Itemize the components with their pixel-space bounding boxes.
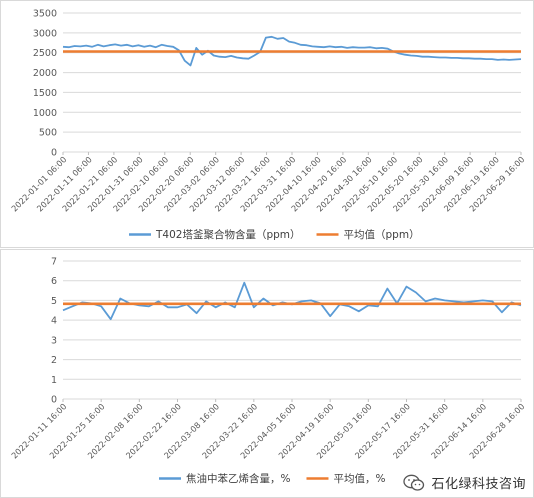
chart-panel-1: 0 500 1000 1500 2000 2500 3000 3500 2022-01-01 0… xyxy=(0,0,534,248)
series-line-1 xyxy=(62,35,522,67)
y-tick-label: 2500 xyxy=(33,48,57,59)
y-tick-label: 1500 xyxy=(33,88,57,99)
y-tick-label: 500 xyxy=(39,128,57,139)
series-line-1 xyxy=(62,281,522,321)
watermark: 石化绿科技咨询 xyxy=(403,473,526,492)
legend-label-2: 平均值，% xyxy=(333,472,385,485)
legend-label-1: T402塔釜聚合物含量（ppm） xyxy=(155,228,301,241)
watermark-text: 石化绿科技咨询 xyxy=(431,477,526,492)
y-tick-label: 3500 xyxy=(33,9,57,20)
y-tick-label: 4 xyxy=(51,316,57,327)
y-tick-label: 7 xyxy=(51,257,57,268)
y-tick-label: 0 xyxy=(51,395,57,406)
legend-label-1: 焦油中苯乙烯含量，% xyxy=(186,472,290,485)
legend: T402塔釜聚合物含量（ppm） 平均值（ppm） xyxy=(129,228,420,241)
legend-label-2: 平均值（ppm） xyxy=(344,228,420,241)
y-tick-label: 2000 xyxy=(33,68,57,79)
y-tick-label: 2 xyxy=(51,355,57,366)
y-tick-label: 3 xyxy=(51,335,57,346)
y-tick-label: 6 xyxy=(51,276,57,287)
wechat-icon xyxy=(403,474,425,491)
y-tick-label: 1000 xyxy=(33,108,57,119)
y-tick-label: 5 xyxy=(51,296,57,307)
legend: 焦油中苯乙烯含量，% 平均值，% xyxy=(159,472,385,485)
y-tick-label: 3000 xyxy=(33,28,57,39)
y-tick-label: 1 xyxy=(51,375,57,386)
y-tick-label: 0 xyxy=(51,148,57,159)
chart-panel-2: 0 1 2 3 4 5 6 7 2022-01-11 16:00 2022-01-25 16:00… xyxy=(0,249,534,498)
